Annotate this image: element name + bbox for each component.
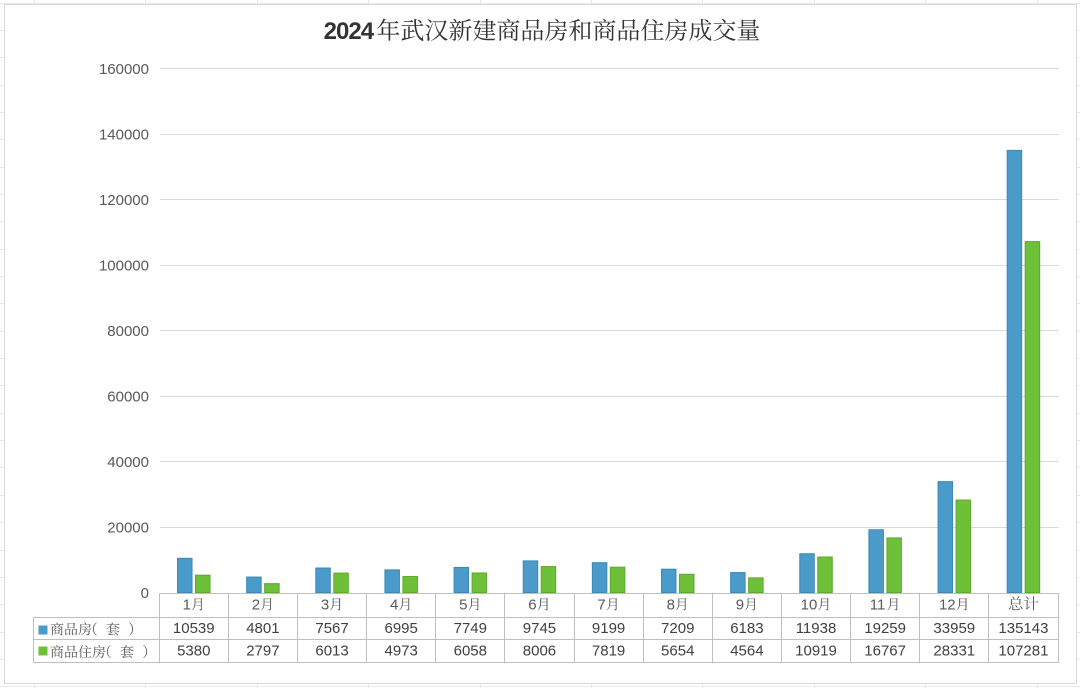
svg-text:6013: 6013 (315, 643, 348, 660)
svg-text:2: 2 (252, 596, 260, 613)
svg-text:8: 8 (667, 596, 675, 613)
svg-text:11: 11 (870, 596, 886, 613)
svg-text:33959: 33959 (933, 620, 975, 637)
svg-text:5: 5 (459, 596, 467, 613)
svg-text:10: 10 (801, 596, 818, 613)
svg-text:9199: 9199 (592, 620, 625, 637)
svg-text:6995: 6995 (384, 620, 417, 637)
svg-text:9745: 9745 (523, 620, 556, 637)
svg-text:0: 0 (141, 585, 149, 602)
svg-text:60000: 60000 (107, 389, 149, 406)
svg-text:4: 4 (390, 596, 398, 613)
svg-text:2024: 2024 (324, 18, 375, 45)
svg-text:20000: 20000 (107, 520, 149, 537)
svg-text:7567: 7567 (315, 620, 348, 637)
svg-text:10539: 10539 (173, 620, 215, 637)
svg-text:140000: 140000 (99, 127, 149, 144)
svg-text:135143: 135143 (998, 620, 1048, 637)
svg-text:6183: 6183 (730, 620, 763, 637)
svg-text:120000: 120000 (99, 192, 149, 209)
svg-text:9: 9 (736, 596, 744, 613)
svg-text:5380: 5380 (177, 643, 210, 660)
svg-text:1: 1 (183, 596, 191, 613)
svg-text:6: 6 (528, 596, 536, 613)
svg-text:11938: 11938 (796, 620, 837, 637)
svg-text:19259: 19259 (864, 620, 906, 637)
svg-text:100000: 100000 (99, 258, 149, 275)
svg-text:80000: 80000 (107, 323, 149, 340)
svg-text:10919: 10919 (795, 643, 837, 660)
svg-text:4973: 4973 (384, 643, 417, 660)
svg-text:4564: 4564 (730, 643, 763, 660)
svg-text:8006: 8006 (523, 643, 556, 660)
svg-text:4801: 4801 (246, 620, 279, 637)
svg-text:160000: 160000 (99, 61, 149, 78)
svg-text:7209: 7209 (661, 620, 694, 637)
svg-text:28331: 28331 (933, 643, 975, 660)
svg-text:3: 3 (321, 596, 329, 613)
svg-text:107281: 107281 (998, 643, 1048, 660)
svg-text:6058: 6058 (454, 643, 487, 660)
svg-text:5654: 5654 (661, 643, 694, 660)
svg-text:16767: 16767 (864, 643, 906, 660)
svg-text:7: 7 (597, 596, 605, 613)
svg-text:40000: 40000 (107, 454, 149, 471)
svg-text:12: 12 (939, 596, 956, 613)
svg-text:2797: 2797 (246, 643, 279, 660)
svg-text:7749: 7749 (454, 620, 487, 637)
svg-text:7819: 7819 (592, 643, 625, 660)
